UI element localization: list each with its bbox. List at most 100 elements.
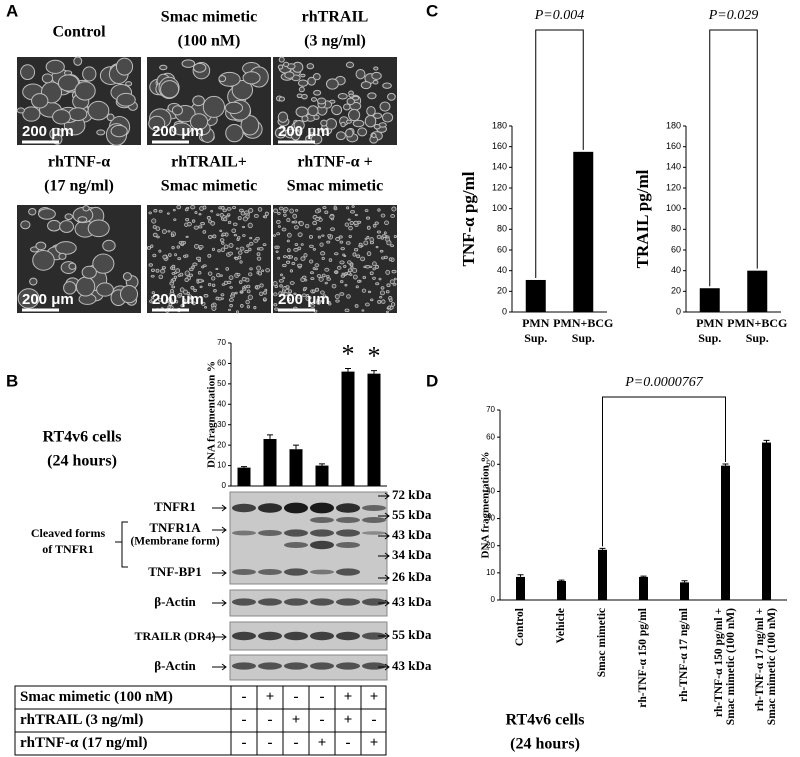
cell bbox=[155, 226, 161, 232]
cell bbox=[293, 220, 298, 224]
y-tick-label: 140 bbox=[492, 162, 507, 172]
table-cell: - bbox=[294, 689, 299, 705]
blot-band bbox=[284, 542, 308, 548]
cell bbox=[177, 274, 181, 277]
cell bbox=[277, 256, 281, 260]
cell bbox=[172, 208, 176, 212]
y-tick-label: 40 bbox=[671, 265, 681, 275]
cell bbox=[293, 225, 299, 230]
cell bbox=[192, 62, 207, 73]
cell bbox=[356, 254, 361, 259]
cell bbox=[316, 97, 327, 105]
cell bbox=[215, 296, 219, 301]
cell bbox=[343, 264, 347, 269]
blot-band bbox=[310, 598, 334, 606]
cell bbox=[292, 213, 298, 219]
cell bbox=[374, 221, 379, 225]
cell bbox=[96, 282, 114, 297]
blot-band bbox=[258, 569, 282, 575]
table-cell: - bbox=[242, 689, 247, 705]
cell bbox=[278, 56, 285, 63]
cell bbox=[297, 232, 303, 237]
cell bbox=[367, 290, 372, 294]
cell bbox=[298, 221, 304, 227]
cell bbox=[253, 306, 257, 310]
cell bbox=[239, 260, 243, 264]
cell bbox=[286, 297, 291, 302]
kda-marker: 55 kDa bbox=[392, 507, 432, 522]
blot-band bbox=[336, 503, 360, 513]
table-cell: + bbox=[318, 735, 327, 751]
cell bbox=[380, 286, 385, 290]
blot-band bbox=[310, 631, 334, 641]
cell bbox=[339, 260, 345, 265]
cell bbox=[256, 265, 262, 271]
cell bbox=[298, 86, 305, 93]
cell bbox=[319, 242, 324, 247]
table-cell: - bbox=[320, 689, 325, 705]
cell bbox=[207, 282, 212, 287]
cell bbox=[344, 222, 349, 227]
x-tick-label: Vehicle bbox=[555, 608, 567, 643]
cell bbox=[35, 241, 47, 251]
x-tick-label: rh-TNF-α 150 pg/ml bbox=[637, 608, 649, 708]
significance-marker: * bbox=[368, 342, 381, 371]
cell bbox=[316, 274, 322, 278]
cell bbox=[278, 279, 284, 283]
cell bbox=[353, 248, 359, 252]
cell bbox=[215, 267, 219, 271]
cell bbox=[59, 220, 74, 233]
y-tick-label: 80 bbox=[671, 224, 681, 234]
cleaved-label: Cleaved forms bbox=[31, 526, 106, 540]
blot-band bbox=[310, 569, 334, 575]
cell bbox=[287, 232, 292, 238]
cell bbox=[372, 276, 376, 280]
cell bbox=[326, 240, 331, 244]
cell bbox=[198, 225, 203, 229]
cell bbox=[148, 263, 153, 267]
cell bbox=[360, 256, 366, 262]
y-axis-label: TNF-α pg/ml bbox=[459, 171, 478, 266]
cell bbox=[182, 241, 187, 245]
blot-band bbox=[284, 598, 308, 606]
cell bbox=[282, 276, 286, 280]
cell bbox=[210, 221, 216, 226]
blot-label: TNFR1A bbox=[149, 520, 201, 535]
cell bbox=[192, 95, 205, 107]
y-tick-label: 0 bbox=[491, 595, 496, 604]
x-tick-label: PMN+BCG bbox=[553, 316, 613, 330]
cell bbox=[203, 294, 209, 298]
bar-chart: 0 10 20 30 40 50 60 70 DNA fragmentation % * * bbox=[206, 338, 387, 490]
cell bbox=[167, 305, 171, 309]
cell bbox=[363, 240, 369, 246]
cell bbox=[217, 249, 221, 253]
blot-label: TNFR1 bbox=[154, 499, 196, 514]
y-tick-label: 0 bbox=[502, 306, 507, 316]
micrograph-title: (17 ng/ml) bbox=[44, 178, 114, 195]
kda-marker: 43 kDa bbox=[392, 594, 432, 609]
cell bbox=[242, 71, 261, 85]
y-axis-label: DNA fragmentation % bbox=[206, 361, 218, 468]
cell bbox=[282, 209, 287, 213]
cell bbox=[187, 294, 193, 298]
cell bbox=[263, 215, 268, 219]
cell bbox=[125, 81, 133, 87]
cell bbox=[161, 229, 167, 235]
cell bbox=[242, 225, 246, 229]
cell bbox=[122, 272, 132, 281]
cell bbox=[150, 244, 154, 248]
cell bbox=[248, 272, 253, 277]
cell bbox=[274, 285, 279, 288]
cell bbox=[219, 229, 223, 232]
cell bbox=[390, 214, 396, 218]
error-bar bbox=[640, 575, 647, 577]
cell bbox=[168, 253, 172, 257]
cell bbox=[297, 79, 309, 87]
arrow bbox=[378, 492, 390, 500]
cell bbox=[278, 206, 284, 211]
bar bbox=[721, 465, 730, 600]
panel-label: C bbox=[426, 1, 438, 20]
cell bbox=[347, 268, 353, 273]
table-cell: - bbox=[372, 712, 377, 728]
